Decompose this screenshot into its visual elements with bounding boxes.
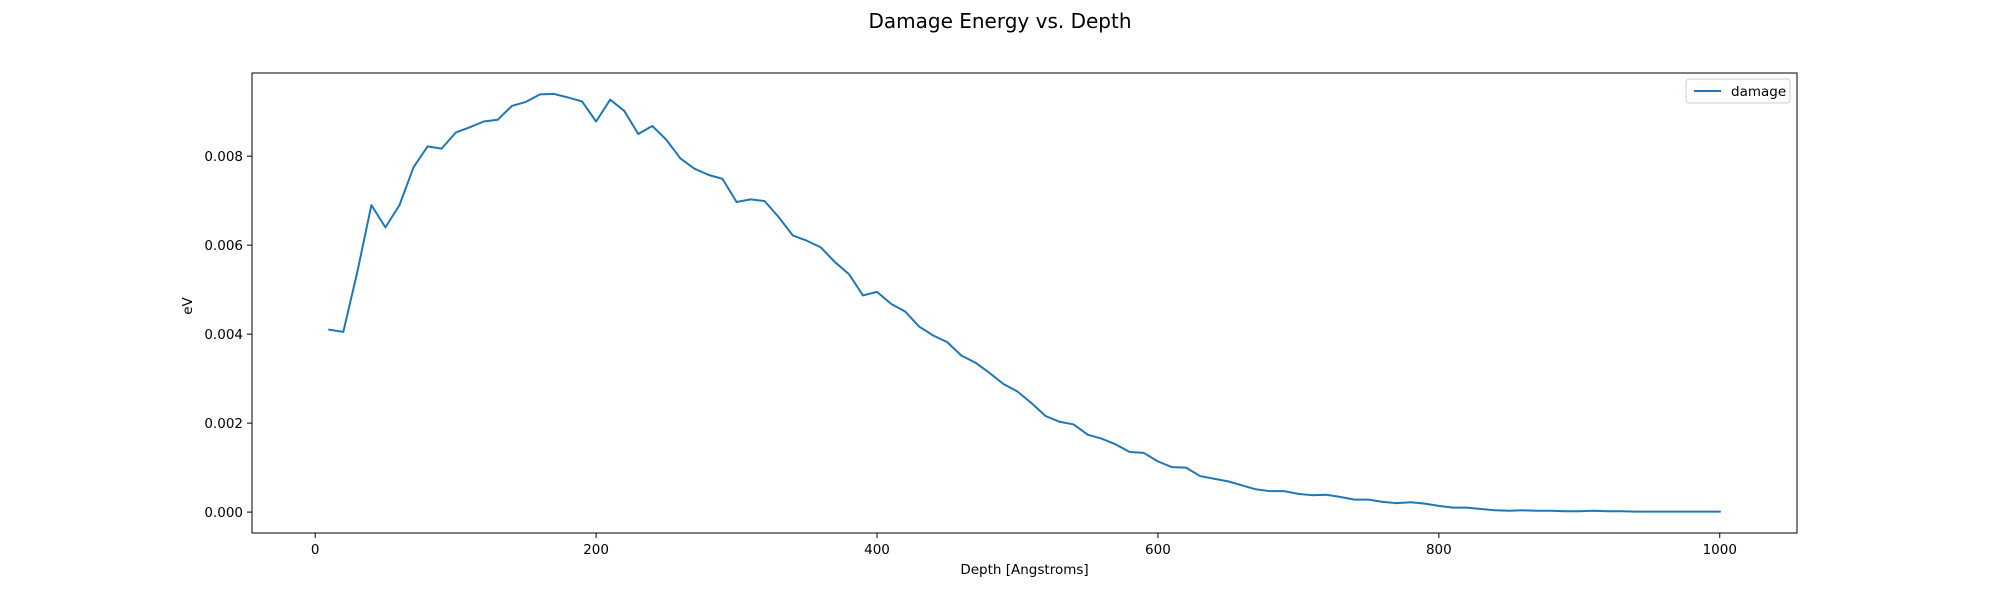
y-tick-label: 0.004 [204, 327, 243, 343]
y-tick-label: 0.006 [204, 238, 243, 254]
chart-title: Damage Energy vs. Depth [868, 9, 1131, 33]
series-line-damage [328, 92, 1721, 513]
plot-axes: 0 200 400 600 800 1000 0.000 0.002 0.004 0.006 0.0… [204, 72, 1798, 558]
legend-box [1685, 78, 1791, 104]
legend-label-damage: damage [1731, 84, 1786, 100]
x-tick-label: 400 [864, 542, 890, 558]
x-tick-label: 200 [583, 542, 609, 558]
x-tick-label: 600 [1145, 542, 1171, 558]
y-tick-label: 0.008 [204, 149, 243, 165]
x-tick-label: 800 [1426, 542, 1452, 558]
x-axis-label: Depth [Angstroms] [960, 562, 1088, 578]
y-tick-label: 0.002 [204, 416, 243, 432]
x-tick-label: 1000 [1703, 542, 1737, 558]
legend: damage [1685, 78, 1791, 104]
y-tick-label: 0.000 [204, 505, 243, 521]
x-tick-label: 0 [311, 542, 320, 558]
plot-frame [251, 72, 1798, 534]
y-axis-label: eV [180, 296, 196, 314]
